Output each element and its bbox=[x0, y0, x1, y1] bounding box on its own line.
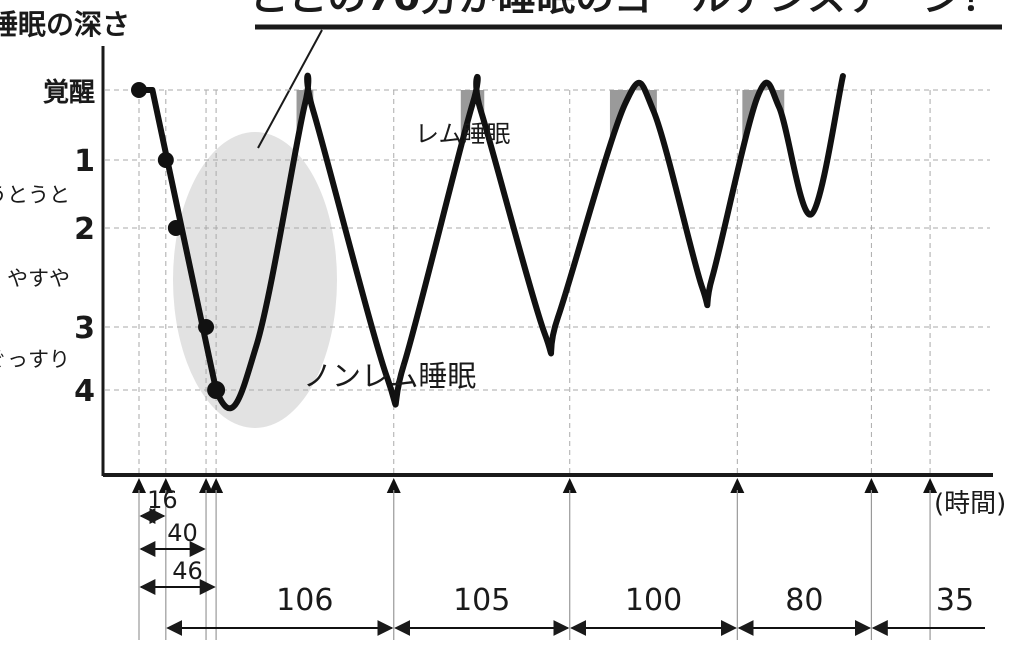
y-tick-label: 覚醒 bbox=[43, 78, 95, 108]
y-tick-label: 4 bbox=[74, 374, 95, 409]
interval-label: 46 bbox=[172, 557, 203, 585]
time-marker-arrow bbox=[199, 478, 214, 493]
golden-stage-highlight bbox=[173, 132, 337, 428]
data-point bbox=[207, 381, 226, 399]
nonrem-label: ノンレム睡眠 bbox=[303, 359, 476, 393]
interval-label: 100 bbox=[625, 583, 682, 618]
time-marker-arrow bbox=[209, 478, 224, 493]
time-marker-arrow bbox=[864, 478, 879, 493]
interval-label: 106 bbox=[276, 583, 333, 618]
time-markers bbox=[132, 478, 938, 640]
highlight-pointer bbox=[257, 29, 323, 149]
data-point bbox=[167, 220, 184, 236]
interval-label: 16 bbox=[147, 486, 178, 514]
chart-title: 睡眠の深さ bbox=[0, 8, 130, 41]
time-marker-arrow bbox=[158, 478, 173, 493]
interval-label: 35 bbox=[936, 583, 974, 618]
data-point bbox=[198, 319, 215, 335]
time-marker-arrow bbox=[386, 478, 401, 493]
time-marker-arrow bbox=[562, 478, 577, 493]
interval-label: 80 bbox=[785, 583, 823, 618]
time-marker-arrow bbox=[132, 478, 146, 493]
time-marker-arrow bbox=[923, 478, 938, 493]
time-marker-arrow bbox=[730, 478, 745, 493]
top-caption: ここの70分が睡眠のゴールデンステージ！ bbox=[250, 0, 1000, 19]
interval-label: 105 bbox=[453, 583, 510, 618]
y-tick-label: 3 bbox=[74, 311, 95, 346]
y-tick-label: 2 bbox=[74, 212, 95, 247]
y-description: ぐっすり bbox=[0, 348, 70, 372]
grid-lines bbox=[105, 89, 990, 474]
interval-label: 40 bbox=[167, 519, 198, 547]
sleep-curve bbox=[136, 72, 846, 412]
rem-label: レム睡眠 bbox=[415, 120, 511, 148]
y-tick-label: 1 bbox=[74, 144, 95, 179]
marked-points bbox=[131, 82, 226, 399]
y-tick-labels: 覚醒 1 2 3 4 bbox=[43, 78, 95, 409]
x-axis-label: (時間) bbox=[934, 489, 1006, 519]
data-point bbox=[157, 152, 174, 168]
interval-brackets: 16 40 46 106 105 100 80 35 bbox=[139, 486, 985, 636]
y-descriptions: うとうとやすやぐっすり bbox=[0, 183, 70, 372]
y-description: やすや bbox=[7, 267, 70, 291]
y-description: うとうと bbox=[0, 183, 70, 207]
data-point bbox=[131, 82, 147, 98]
